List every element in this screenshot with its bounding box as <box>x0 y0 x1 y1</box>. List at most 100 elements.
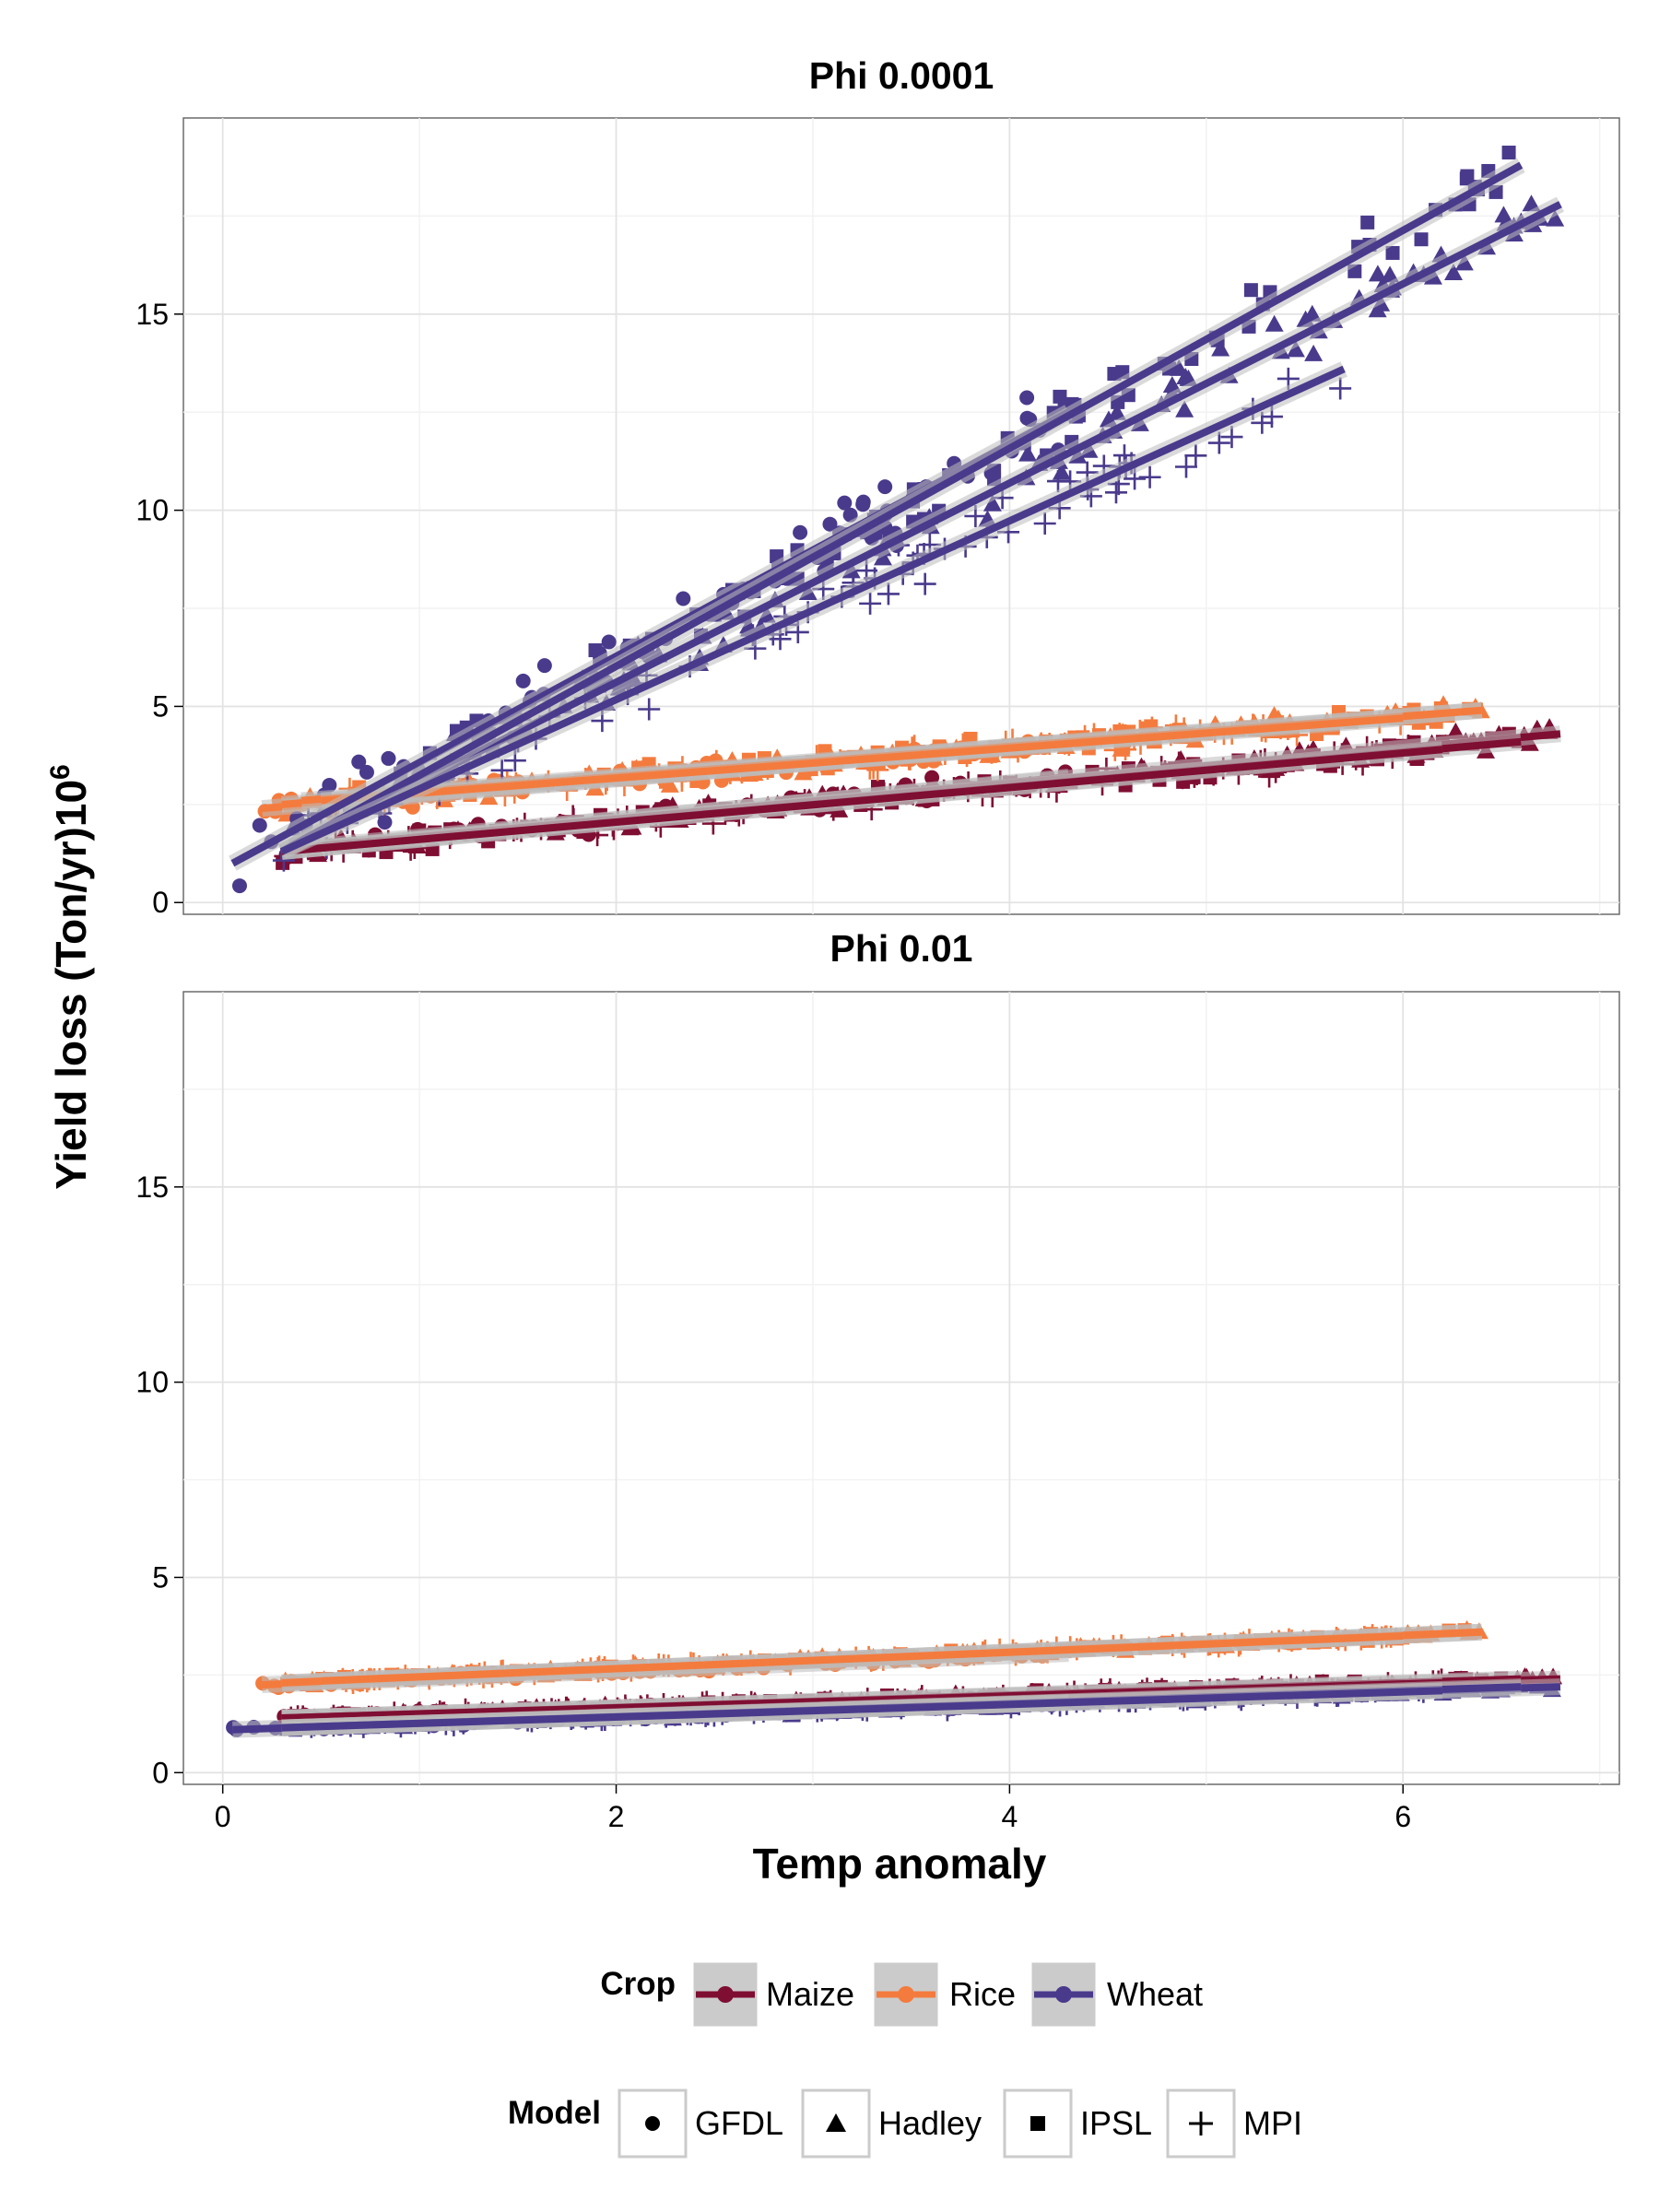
point-wheat-mpi <box>1033 512 1056 535</box>
legend-model-item-mpi: MPI <box>1166 2088 1302 2159</box>
x-tick-label: 4 <box>1001 1800 1018 1833</box>
legend-model: Model GFDL Hadley IPSL MPI <box>508 2088 1302 2159</box>
legend-crop-title: Crop <box>600 1966 676 2002</box>
point-wheat-hadley <box>1494 206 1513 223</box>
legend-rice-point <box>898 1986 914 2003</box>
point-wheat-mpi <box>859 592 882 615</box>
x-axis-title: Temp anomaly <box>753 1840 1047 1888</box>
panels-layer: Phi 0.0001 0 5 10 15 Phi 0.01 0 5 10 15 0 2 4 6 <box>135 54 1620 1833</box>
point-wheat-ipsl <box>1501 146 1516 160</box>
point-wheat-hadley <box>1302 304 1322 322</box>
point-wheat-hadley <box>1211 339 1230 357</box>
point-wheat-hadley <box>1162 376 1182 394</box>
fit-wheat-ipsl <box>279 161 1524 855</box>
point-wheat-gfdl <box>793 524 808 540</box>
legend-model-label-ipsl: IPSL <box>1080 2104 1152 2142</box>
point-wheat-ipsl <box>1243 283 1258 298</box>
point-wheat-gfdl <box>1019 390 1035 406</box>
point-wheat-mpi <box>638 698 661 721</box>
point-wheat-mpi <box>1184 444 1207 467</box>
fit-wheat-hadley <box>279 201 1562 855</box>
y-tick-label: 15 <box>135 1171 169 1204</box>
point-wheat-ipsl <box>1360 215 1375 229</box>
point-wheat-hadley <box>1546 209 1565 227</box>
point-wheat-gfdl <box>822 516 838 532</box>
point-wheat-hadley <box>1107 403 1126 420</box>
point-wheat-gfdl <box>877 479 893 495</box>
y-tick-label: 0 <box>152 886 169 919</box>
panel-title: Phi 0.01 <box>830 927 973 970</box>
legend-wheat-point <box>1055 1986 1072 2003</box>
legend-model-label-mpi: MPI <box>1243 2104 1302 2142</box>
point-wheat-mpi <box>1207 431 1230 454</box>
point-wheat-hadley <box>1018 444 1038 462</box>
point-wheat-mpi <box>1174 455 1197 478</box>
point-wheat-ipsl <box>1385 245 1400 260</box>
fit-rice-mpi <box>321 1632 1404 1685</box>
y-tick-label: 15 <box>135 298 169 331</box>
legend-crop-item-rice: Rice <box>871 1959 1016 2030</box>
legend-model-key-mpi <box>1166 2088 1236 2159</box>
point-wheat-gfdl <box>536 658 552 674</box>
point-wheat-mpi <box>1138 465 1161 488</box>
point-wheat-ipsl <box>1107 367 1122 382</box>
y-tick-label: 5 <box>152 1560 169 1594</box>
legend-model-label-hadley: Hadley <box>878 2104 982 2142</box>
panel-2: Phi 0.01 0 5 10 15 0 2 4 6 <box>135 927 1620 1833</box>
point-wheat-gfdl <box>855 497 871 512</box>
plus-icon <box>1189 2112 1213 2136</box>
fit-maize-mpi <box>281 746 1443 855</box>
point-wheat-ipsl <box>1460 169 1475 183</box>
point-wheat-gfdl <box>359 764 374 780</box>
legend-model-title: Model <box>508 2095 601 2131</box>
point-wheat-ipsl <box>1053 389 1067 404</box>
point-wheat-mpi <box>1251 411 1274 434</box>
y-tick-label: 10 <box>135 1366 169 1399</box>
point-wheat-gfdl <box>252 818 267 833</box>
y-axis-title: Yield loss (Ton/yr)106 <box>45 764 95 1189</box>
point-wheat-ipsl <box>1414 232 1429 247</box>
point-wheat-hadley <box>1286 340 1305 358</box>
point-wheat-hadley <box>1175 400 1194 418</box>
point-wheat-hadley <box>982 494 1002 512</box>
legend-crop: Crop Maize Rice Wheat <box>600 1959 1203 2030</box>
legend-maize-point <box>717 1986 734 2003</box>
legend-model-label-gfdl: GFDL <box>695 2104 783 2142</box>
point-wheat-mpi <box>913 572 936 595</box>
x-tick-label: 2 <box>608 1800 625 1833</box>
x-tick-label: 0 <box>215 1800 231 1833</box>
fit-wheat-mpi <box>281 1687 1443 1732</box>
point-wheat-gfdl <box>837 495 853 511</box>
point-wheat-gfdl <box>351 754 367 770</box>
point-wheat-hadley <box>1381 265 1400 283</box>
legend-model-item-ipsl: IPSL <box>1003 2088 1152 2159</box>
y-tick-label: 5 <box>152 689 169 723</box>
point-wheat-mpi <box>1329 377 1352 400</box>
point-wheat-gfdl <box>381 750 396 766</box>
trend-lines <box>229 158 1565 871</box>
point-wheat-gfdl <box>231 878 247 894</box>
point-wheat-hadley <box>1265 314 1284 332</box>
point-wheat-gfdl <box>322 777 337 793</box>
panel-1: Phi 0.0001 0 5 10 15 <box>135 54 1620 919</box>
square-icon <box>1030 2116 1045 2131</box>
circle-icon <box>645 2116 660 2131</box>
trend-lines <box>232 1623 1561 1738</box>
fit-wheat-mpi <box>280 365 1346 855</box>
point-wheat-gfdl <box>601 634 617 650</box>
y-tick-label: 10 <box>135 494 169 527</box>
legend-crop-label-maize: Maize <box>766 1975 854 2013</box>
point-wheat-hadley <box>873 548 892 566</box>
triangle-icon <box>826 2113 846 2132</box>
legend-crop-item-maize: Maize <box>690 1959 854 2030</box>
point-wheat-mpi <box>877 582 900 606</box>
point-wheat-hadley <box>1522 194 1541 212</box>
legend-crop-label-rice: Rice <box>949 1975 1016 2013</box>
legend-crop-item-wheat: Wheat <box>1029 1959 1203 2030</box>
x-tick-label: 6 <box>1394 1800 1411 1833</box>
panel-title: Phi 0.0001 <box>809 54 994 97</box>
legend-model-item-gfdl: GFDL <box>618 2088 783 2159</box>
y-tick-label: 0 <box>152 1756 169 1789</box>
point-wheat-hadley <box>1368 265 1387 282</box>
